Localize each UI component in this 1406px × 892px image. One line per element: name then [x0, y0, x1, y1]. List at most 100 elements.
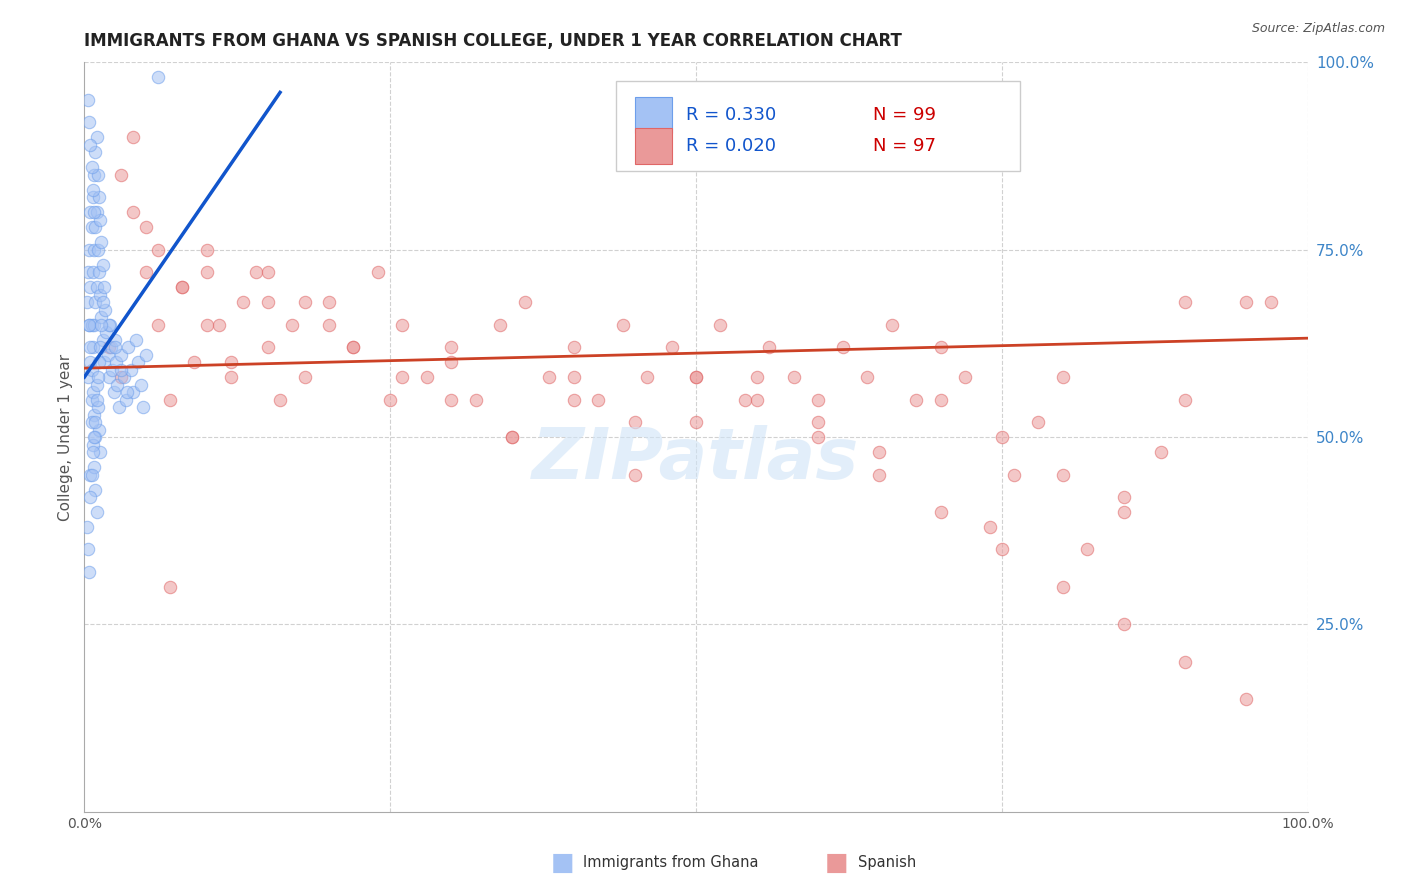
Text: ZIPatlas: ZIPatlas [533, 425, 859, 494]
Point [89, 212, 111, 227]
Point [105, 355, 128, 369]
Point [747, 392, 769, 407]
Point [807, 415, 830, 429]
Point [86, 205, 108, 219]
Point [96, 325, 118, 339]
Point [1260, 295, 1282, 310]
Point [105, 377, 128, 392]
Point [80, 415, 103, 429]
Point [232, 295, 254, 310]
Point [86, 377, 108, 392]
Point [440, 392, 463, 407]
Point [502, 430, 524, 444]
Point [86, 130, 108, 145]
Point [342, 340, 364, 354]
Point [1052, 467, 1074, 482]
Point [869, 445, 891, 459]
Point [110, 168, 132, 182]
Point [257, 265, 280, 279]
Point [513, 295, 536, 310]
Point [110, 362, 132, 376]
Point [84, 483, 107, 497]
Point [1114, 490, 1136, 504]
Point [208, 318, 231, 332]
Point [183, 355, 205, 369]
Point [83, 205, 105, 219]
Point [1174, 392, 1197, 407]
Point [79, 467, 101, 482]
Point [77, 370, 100, 384]
Text: R = 0.020: R = 0.020 [686, 136, 776, 155]
Point [91, 258, 114, 272]
Point [79, 137, 101, 152]
Point [80, 362, 103, 376]
Point [77, 318, 100, 332]
Point [80, 392, 103, 407]
Point [538, 370, 561, 384]
Point [112, 370, 135, 384]
Point [464, 392, 486, 407]
Point [831, 340, 853, 354]
Point [416, 370, 439, 384]
Point [953, 370, 976, 384]
Point [84, 430, 107, 444]
Text: ■: ■ [825, 851, 848, 874]
Point [103, 385, 125, 400]
Point [1236, 295, 1258, 310]
Point [77, 542, 100, 557]
Point [83, 168, 105, 182]
Point [125, 333, 148, 347]
Point [87, 400, 110, 414]
Point [1150, 445, 1173, 459]
Point [97, 318, 120, 332]
Point [89, 445, 111, 459]
Point [489, 318, 512, 332]
Point [83, 408, 105, 422]
Point [257, 295, 280, 310]
Text: Source: ZipAtlas.com: Source: ZipAtlas.com [1251, 22, 1385, 36]
Point [562, 340, 585, 354]
Point [87, 243, 110, 257]
Point [562, 370, 585, 384]
Point [82, 190, 104, 204]
Point [146, 70, 169, 85]
Point [146, 243, 169, 257]
Point [367, 265, 389, 279]
Point [758, 340, 780, 354]
Point [120, 362, 142, 376]
Point [586, 392, 609, 407]
Point [94, 302, 117, 317]
Point [76, 295, 98, 310]
Point [245, 265, 267, 279]
Text: R = 0.330: R = 0.330 [686, 106, 776, 124]
Point [122, 385, 145, 400]
Point [90, 235, 112, 250]
Point [734, 392, 756, 407]
Point [87, 370, 110, 384]
Point [502, 430, 524, 444]
Point [87, 190, 110, 204]
Point [87, 355, 110, 369]
Point [80, 318, 103, 332]
Point [82, 385, 104, 400]
Point [93, 280, 115, 294]
Point [76, 520, 98, 534]
Point [1052, 370, 1074, 384]
Point [195, 265, 218, 279]
Point [84, 145, 107, 160]
Text: Immigrants from Ghana: Immigrants from Ghana [583, 855, 759, 870]
Point [281, 318, 304, 332]
Point [86, 392, 108, 407]
Point [104, 333, 127, 347]
Point [80, 220, 103, 235]
Point [80, 161, 103, 175]
Point [440, 355, 463, 369]
Point [380, 392, 402, 407]
Point [135, 348, 157, 362]
Point [391, 370, 413, 384]
Point [87, 423, 110, 437]
Point [97, 370, 120, 384]
Point [636, 370, 658, 384]
Point [1114, 617, 1136, 632]
Point [624, 467, 647, 482]
